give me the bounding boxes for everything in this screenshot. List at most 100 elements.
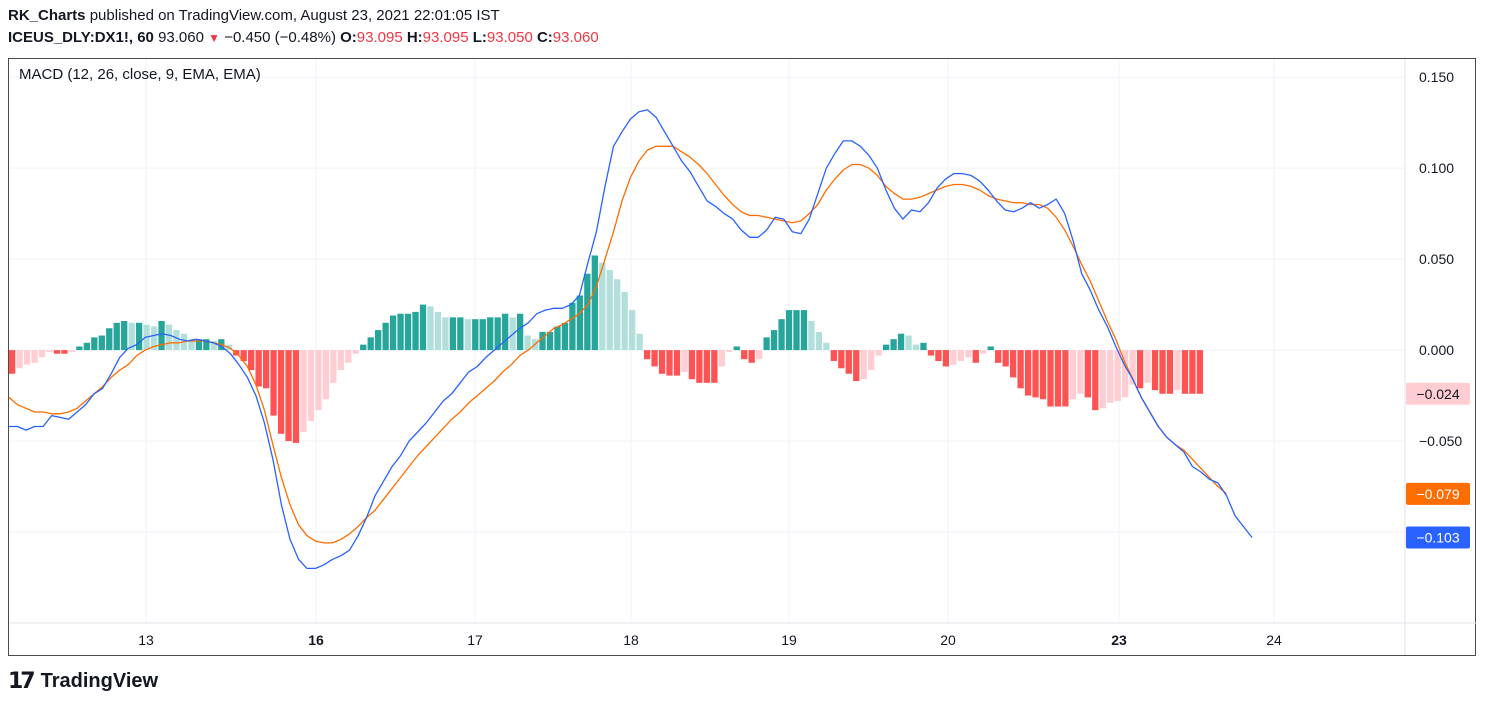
histogram-bar [972, 350, 979, 363]
tradingview-logo-icon: 17 [8, 668, 36, 694]
histogram-bar [1181, 350, 1189, 394]
histogram-bar [935, 350, 942, 362]
histogram-bar [621, 291, 628, 351]
histogram-bar [830, 350, 837, 362]
histogram-bar [800, 310, 808, 351]
low-value: 93.050 [486, 29, 533, 46]
histogram-bar [91, 337, 98, 351]
histogram-bar [741, 350, 748, 360]
histogram-bar [853, 350, 860, 382]
histogram-bar [360, 344, 367, 351]
histogram-bar [733, 346, 740, 351]
histogram-bar [98, 335, 105, 351]
histogram-bar [113, 322, 120, 351]
histogram-bar [1017, 350, 1024, 389]
histogram-bar [248, 350, 255, 371]
histogram-bar [16, 350, 23, 369]
histogram-bar [718, 350, 725, 367]
histogram-bar [1009, 350, 1017, 378]
histogram-bar [912, 344, 920, 351]
histogram-bar [397, 313, 404, 351]
histogram-bar [868, 350, 875, 371]
histogram-bar [449, 317, 457, 351]
histogram-bar [584, 273, 591, 351]
last-value-label-macd: −0.103 [1416, 529, 1459, 545]
brand-name: TradingView [40, 669, 159, 692]
histogram-bar [255, 350, 262, 387]
histogram-bar [539, 331, 546, 351]
y-tick-label: −0.050 [1419, 433, 1462, 449]
y-axis[interactable]: 0.150 0.100 0.050 0.000 −0.050 [1404, 59, 1462, 655]
histogram-bar [576, 295, 584, 351]
indicator-label[interactable]: MACD (12, 26, close, 9, EMA, EMA) [19, 66, 261, 83]
histogram [9, 255, 1204, 443]
histogram-bar [188, 339, 195, 351]
histogram-bar [845, 350, 852, 374]
histogram-bar [427, 306, 434, 351]
histogram-bar [965, 350, 972, 358]
y-tick-label: 0.050 [1419, 251, 1454, 267]
histogram-bar [673, 350, 681, 376]
x-tick-label: 20 [940, 632, 956, 648]
histogram-bar [158, 320, 165, 351]
histogram-bar [756, 350, 763, 360]
histogram-bar [277, 350, 285, 434]
histogram-bar [1062, 350, 1069, 407]
histogram-bar [375, 330, 382, 351]
last-value-badge-signal [1406, 482, 1470, 505]
histogram-bar [76, 346, 83, 351]
histogram-bar [106, 328, 113, 351]
histogram-bar [793, 310, 800, 351]
histogram-bar [83, 342, 90, 351]
x-tick-label: 16 [308, 632, 324, 648]
published-text: published on TradingView.com, August 23,… [89, 7, 500, 24]
histogram-bar [599, 262, 606, 351]
x-tick-label: 24 [1266, 632, 1282, 648]
histogram-bar [322, 350, 330, 400]
last-price: 93.060 [158, 29, 204, 46]
histogram-bar [121, 320, 128, 351]
histogram-bar [980, 350, 987, 354]
histogram-bar [419, 304, 427, 351]
author-name[interactable]: RK_Charts [8, 7, 86, 24]
histogram-bar [442, 317, 449, 351]
histogram-bar [957, 350, 964, 362]
x-axis[interactable]: 13 16 17 18 19 20 23 24 [9, 622, 1476, 648]
histogram-bar [942, 350, 950, 367]
histogram-bar [1024, 350, 1032, 396]
histogram-bar [135, 322, 143, 351]
histogram-bar [412, 311, 419, 351]
close-label: C: [536, 29, 553, 46]
histogram-bar [1114, 350, 1121, 402]
symbol-name: ICEUS_DLY:DX1!, 60 [8, 29, 154, 46]
x-tick-label: 18 [623, 632, 639, 648]
histogram-bar [285, 350, 292, 442]
histogram-bar [815, 331, 823, 351]
histogram-bar [434, 311, 442, 351]
histogram-bar [554, 326, 561, 351]
histogram-bar [173, 330, 180, 351]
histogram-bar [823, 342, 830, 351]
x-tick-label: 19 [781, 632, 797, 648]
histogram-bar [763, 337, 770, 351]
tradingview-logo[interactable]: 17 TradingView [8, 668, 159, 694]
histogram-bar [1002, 350, 1009, 367]
histogram-bar [337, 350, 344, 371]
histogram-bar [711, 350, 718, 383]
histogram-bar [240, 350, 247, 362]
high-label: H: [406, 29, 423, 46]
last-value-label-signal: −0.079 [1416, 486, 1459, 502]
histogram-bar [53, 350, 61, 354]
histogram-bar [636, 333, 643, 351]
histogram-bar [1054, 350, 1062, 407]
histogram-bar [1189, 350, 1196, 394]
histogram-bar [1174, 350, 1181, 391]
histogram-bar [457, 317, 464, 351]
histogram-bar [1196, 350, 1204, 394]
histogram-bar [270, 350, 277, 416]
histogram-bar [46, 350, 53, 352]
histogram-bar [1151, 350, 1159, 391]
close-value: 93.060 [552, 29, 599, 46]
histogram-bar [651, 350, 658, 367]
